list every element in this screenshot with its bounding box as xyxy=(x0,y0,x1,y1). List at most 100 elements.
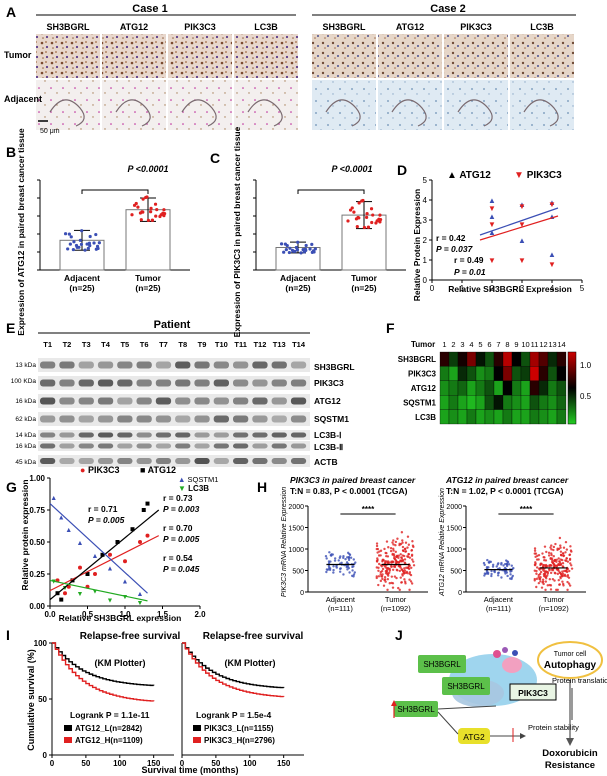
data-point xyxy=(406,555,409,558)
heatmap-cell xyxy=(475,395,486,410)
data-point xyxy=(327,567,331,570)
blot-band xyxy=(252,432,268,438)
legend-swatch xyxy=(64,737,72,743)
data-point xyxy=(570,550,573,553)
gland-outline xyxy=(49,99,85,127)
fit-line xyxy=(479,207,559,236)
adjacent-image xyxy=(36,80,100,130)
data-point xyxy=(66,247,70,251)
x-tick-label: (n=25) xyxy=(285,283,310,293)
data-point xyxy=(545,550,548,554)
data-point xyxy=(287,250,291,255)
data-point xyxy=(379,573,382,576)
data-point xyxy=(549,546,552,549)
data-point xyxy=(564,540,568,544)
x-tick-label: 1.0 xyxy=(119,610,131,619)
x-tick-label: 50 xyxy=(81,759,90,768)
tumor-image xyxy=(378,34,442,78)
blot-band xyxy=(78,443,94,449)
data-point xyxy=(496,571,500,575)
heatmap-cell xyxy=(448,395,459,410)
data-point xyxy=(403,567,406,570)
data-point xyxy=(108,552,112,557)
blot-band xyxy=(213,432,229,438)
blot-band xyxy=(97,458,114,464)
blot-band xyxy=(213,397,229,405)
data-point xyxy=(558,536,562,540)
data-point xyxy=(361,198,365,203)
blot-band xyxy=(136,415,152,423)
data-point xyxy=(510,577,513,581)
data-point: ▲ xyxy=(137,590,144,598)
blot-band xyxy=(194,432,210,438)
data-point xyxy=(74,243,79,248)
heatmap-cell xyxy=(538,351,549,367)
data-point xyxy=(397,560,401,564)
data-point xyxy=(565,548,569,551)
data-point xyxy=(59,597,64,602)
blot-band xyxy=(290,379,307,387)
data-point xyxy=(357,201,361,205)
data-point xyxy=(139,218,143,222)
blot-title: Patient xyxy=(154,319,191,331)
data-point xyxy=(533,552,536,555)
data-point xyxy=(385,567,389,570)
data-point: ▲ xyxy=(50,494,57,502)
data-point xyxy=(63,591,67,596)
heatmap-cell xyxy=(502,366,513,381)
stability-label: Protein stability xyxy=(528,723,579,732)
y-axis-label: Expression of PIK3C3 in paired breast ca… xyxy=(232,126,242,337)
data-point: ▼ xyxy=(548,260,556,269)
data-point xyxy=(556,588,559,592)
data-point xyxy=(402,571,406,575)
blot-band xyxy=(271,443,287,449)
heatmap-col-label: 12 xyxy=(539,340,547,349)
data-point xyxy=(553,564,557,567)
blot-band xyxy=(252,397,268,405)
atg2-box xyxy=(458,728,490,744)
data-point: ▲ xyxy=(107,565,114,573)
protein-label: LC3B-Ⅱ xyxy=(314,442,343,452)
colorbar-tick: 0.5 xyxy=(580,392,592,401)
y-tick-label: 0.25 xyxy=(29,570,45,579)
blot-band xyxy=(194,443,210,449)
data-point xyxy=(94,232,98,237)
data-point xyxy=(539,570,543,574)
sh3bgrl-box xyxy=(442,677,490,695)
tumor-image xyxy=(510,34,574,78)
data-point: ▼ xyxy=(137,599,144,607)
heatmap-cell xyxy=(502,351,513,367)
data-point xyxy=(542,582,545,586)
stat-r: r = 0.54 xyxy=(163,553,193,563)
heatmap-col-label: 2 xyxy=(451,340,455,349)
data-point xyxy=(78,238,82,242)
x-tick-label: Adjacent xyxy=(64,273,100,283)
data-point: ▲ xyxy=(548,212,556,221)
data-point xyxy=(404,547,407,551)
panel-letter: J xyxy=(395,627,403,643)
data-point xyxy=(375,559,379,563)
data-point xyxy=(400,568,404,572)
data-point xyxy=(506,574,509,578)
data-point xyxy=(385,540,389,543)
data-point xyxy=(535,566,539,569)
blot-band xyxy=(136,379,152,387)
x-tick-label: Adjacent xyxy=(326,595,356,604)
stat-p: P = 0.005 xyxy=(88,515,125,525)
data-point xyxy=(406,571,409,575)
panel-letter: D xyxy=(397,162,407,178)
lane-label: T10 xyxy=(215,340,228,349)
data-point xyxy=(149,210,153,214)
blot-band xyxy=(175,432,191,438)
data-point xyxy=(509,573,512,576)
data-point xyxy=(395,568,399,572)
data-point xyxy=(408,578,411,581)
blot-band xyxy=(97,432,114,438)
data-point xyxy=(349,556,353,559)
data-point xyxy=(398,569,402,573)
tumor-image xyxy=(102,34,166,78)
blot-band xyxy=(155,443,172,449)
blot-band xyxy=(59,443,75,449)
data-point xyxy=(365,215,369,220)
